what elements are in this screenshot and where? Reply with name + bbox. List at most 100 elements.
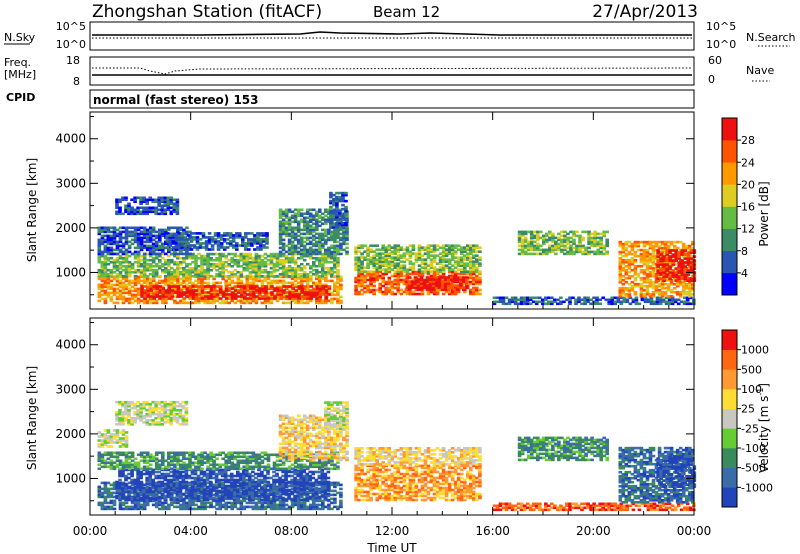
data-cell [209,275,213,278]
data-cell [113,508,117,511]
data-cell [246,285,250,288]
data-cell [345,247,349,250]
power-cells [98,192,697,305]
data-cell [246,300,250,303]
data-cell [262,232,266,235]
data-cell [625,277,629,280]
data-cell [384,268,388,271]
data-cell [202,242,206,245]
nsearch-tick-top: 10^5 [706,20,736,33]
colorbar-tick-label: 8 [741,245,748,258]
data-cell [187,242,191,245]
colorbar-tick-label: 20 [741,178,755,191]
data-cell [685,245,689,248]
data-cell [430,254,434,257]
data-cell [414,276,418,279]
data-cell [171,285,175,288]
colorbar-tick-label: 12 [741,223,755,236]
data-cell [140,237,144,240]
data-cell [187,248,191,251]
data-cell [157,213,161,216]
data-cell [685,283,689,286]
nsearch-tick-bottom: 10^0 [706,38,736,51]
data-cell [127,203,131,206]
data-cell [478,273,482,276]
data-cell [294,233,298,236]
data-cell [98,227,102,230]
data-cell [176,199,180,202]
data-cell [294,209,298,212]
data-cell [683,249,687,252]
data-cell [344,222,348,225]
data-cell [215,253,219,256]
nave-trace [92,68,692,74]
data-cell [195,289,199,292]
data-cell [110,261,114,264]
data-cell [338,196,342,199]
data-cell [400,254,404,257]
data-cell [336,257,340,260]
data-cell [206,282,210,285]
data-cell [344,218,348,221]
velocity-panel: 1000200030004000 00:00 04:00 08:00 12:00 16:… [25,318,773,554]
data-cell [640,253,644,256]
data-cell [217,232,221,235]
data-cell [535,297,539,300]
data-cell [261,295,265,298]
data-cell [518,245,522,248]
data-cell [246,253,250,256]
data-cell [98,502,102,505]
data-cell [518,249,522,252]
data-cell [217,240,221,243]
data-cell [158,275,162,278]
data-cell [563,235,567,238]
data-cell [634,259,638,262]
data-cell [155,285,159,288]
data-cell [185,227,189,230]
nsky-trace [92,32,692,35]
data-cell [155,300,159,303]
data-cell [232,234,236,237]
colorbar-swatch [722,118,737,140]
data-cell [187,234,191,237]
data-cell [685,291,689,294]
data-cell [339,296,343,299]
data-cell [533,231,537,234]
data-cell [294,213,298,216]
data-cell [300,209,304,212]
nave-label: Nave [746,64,774,77]
data-cell [172,234,176,237]
data-cell [533,241,537,244]
data-cell [155,502,159,505]
data-cell [310,285,314,288]
data-cell [565,299,569,302]
data-cell [202,232,206,235]
data-cell [375,244,379,247]
data-cell [155,263,159,266]
colorbar-swatch [722,229,737,251]
data-cell [459,276,463,279]
data-cell [550,301,554,304]
data-cell [640,277,644,280]
data-cell [412,244,416,247]
data-cell [282,239,286,242]
data-cell [185,263,189,266]
data-cell [344,206,348,209]
data-cell [445,244,449,247]
data-cell [475,244,479,247]
data-cell [683,261,687,264]
data-cell [598,303,602,306]
data-cell [125,249,129,252]
data-cell [625,259,629,262]
data-cell [230,265,234,268]
data-cell [113,500,117,503]
data-cell [520,297,524,300]
y-tick-label: 2000 [55,221,86,235]
data-cell [140,227,144,230]
data-cell [572,239,576,242]
data-cell [445,264,449,267]
data-cell [478,289,482,292]
data-cell [625,269,629,272]
data-cell [291,267,295,270]
data-cell [246,275,250,278]
